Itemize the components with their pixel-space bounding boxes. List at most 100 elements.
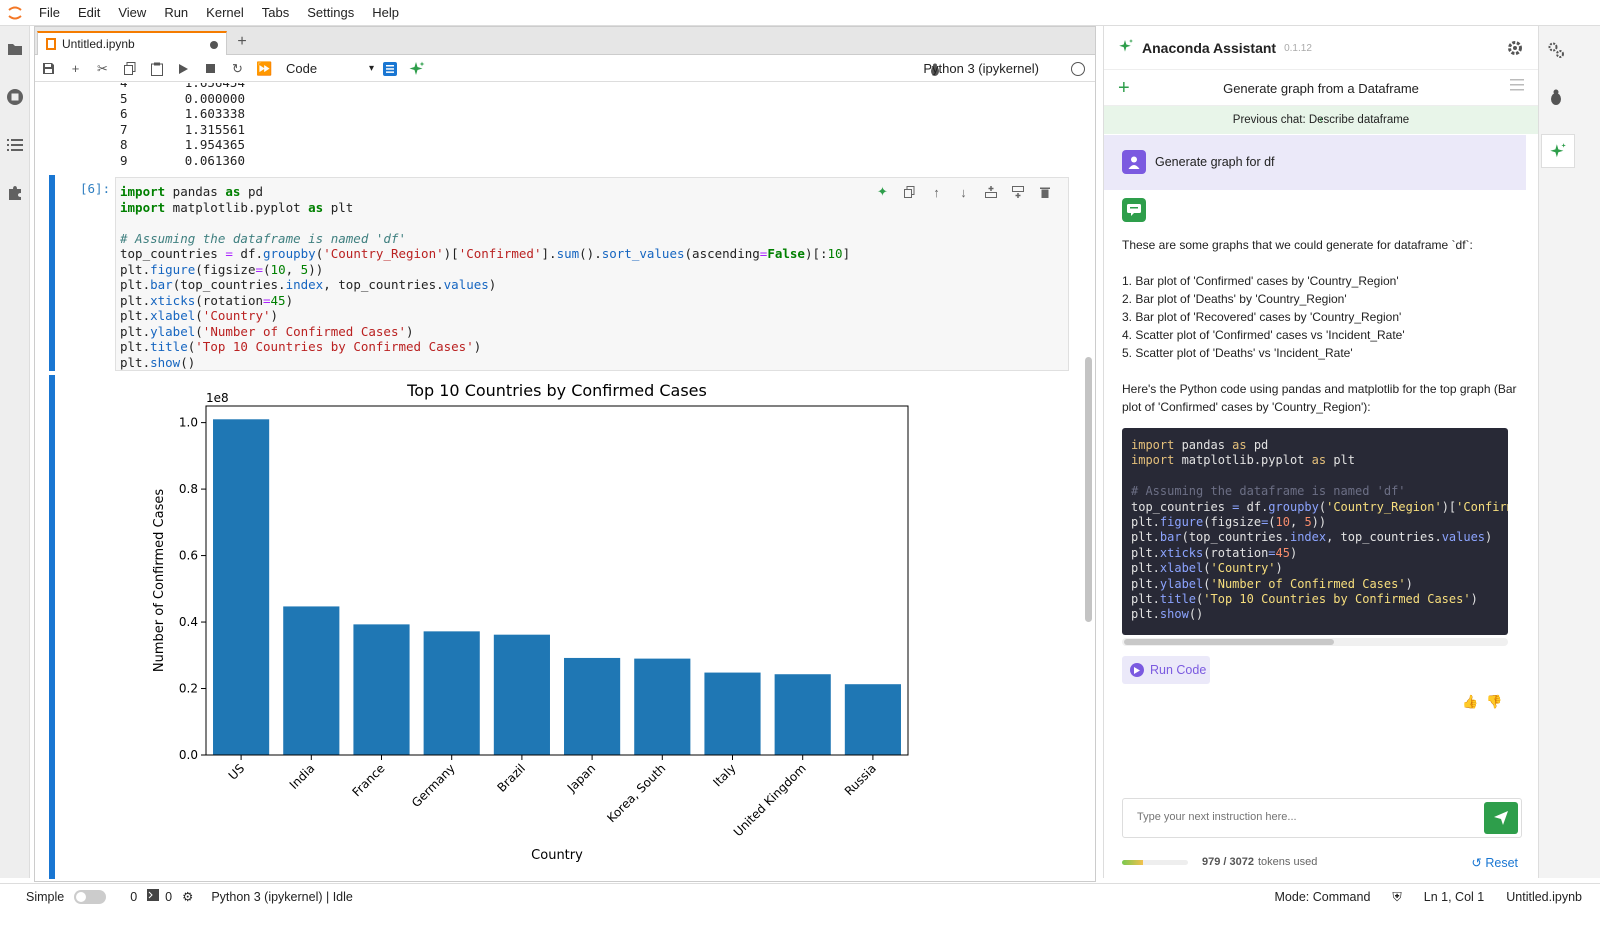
- output-value: 0.000000: [184, 90, 245, 106]
- shield-icon[interactable]: ⛨: [1392, 890, 1402, 904]
- chat-menu-icon[interactable]: [1510, 79, 1524, 93]
- run-all-icon[interactable]: ⏩: [256, 60, 273, 76]
- code-intro: Here's the Python code using pandas and …: [1122, 382, 1517, 414]
- mode-indicator: Mode: Command: [1274, 890, 1371, 904]
- insert-above-icon[interactable]: [977, 184, 1004, 200]
- table-of-contents-icon[interactable]: [6, 136, 24, 154]
- save-icon[interactable]: [35, 57, 62, 81]
- notebook-toolbar: + ✂ ↻ ⏩ Code ▾ Python 3 (ipykernel): [35, 56, 1095, 82]
- property-inspector-gears-icon[interactable]: [1545, 39, 1567, 61]
- menu-kernel[interactable]: Kernel: [206, 5, 244, 20]
- extension-puzzle-icon[interactable]: [6, 184, 24, 202]
- menu-file[interactable]: File: [39, 5, 60, 20]
- code-cell-source[interactable]: import pandas as pd import matplotlib.py…: [120, 184, 851, 370]
- cell-type-value: Code: [286, 61, 318, 76]
- notebook-scrollbar[interactable]: [1085, 357, 1092, 622]
- run-code-button[interactable]: Run Code: [1122, 656, 1210, 684]
- output-row: 6 1.603338: [120, 106, 300, 122]
- token-label: tokens used: [1258, 856, 1318, 868]
- running-sessions-icon[interactable]: [6, 88, 24, 106]
- paste-icon[interactable]: [143, 57, 170, 81]
- output-row: 5 0.000000: [120, 91, 300, 107]
- assistant-sparkle-tab-icon[interactable]: [1541, 134, 1575, 168]
- y-tick-label: 1.0: [179, 416, 198, 430]
- move-up-icon[interactable]: ↑: [933, 184, 940, 200]
- reset-label: Reset: [1485, 856, 1518, 870]
- menu-run[interactable]: Run: [164, 5, 189, 20]
- menu-tabs[interactable]: Tabs: [261, 5, 290, 20]
- x-tick-label: US: [226, 761, 248, 783]
- x-tick-label: Korea, South: [604, 761, 668, 825]
- kernel-name[interactable]: Python 3 (ipykernel): [923, 61, 1039, 76]
- assistant-code-block[interactable]: import pandas as pd import matplotlib.py…: [1122, 428, 1508, 635]
- back-chevron-icon[interactable]: ‹: [1319, 114, 1323, 126]
- output-value: 1.315561: [184, 121, 245, 137]
- output-value: 1.954365: [184, 137, 245, 152]
- insert-below-icon[interactable]: [1004, 184, 1031, 200]
- suggestion-item: 2. Bar plot of 'Deaths' by 'Country_Regi…: [1122, 292, 1347, 306]
- reset-button[interactable]: ↺ Reset: [1471, 855, 1518, 870]
- user-avatar-icon: [1122, 150, 1146, 174]
- duplicate-cell-icon[interactable]: [896, 184, 923, 200]
- cell-type-dropdown[interactable]: Code ▾: [286, 61, 374, 76]
- menu-help[interactable]: Help: [372, 5, 399, 20]
- copy-icon[interactable]: [116, 57, 143, 81]
- output-cell-indicator: [49, 375, 55, 879]
- cursor-position[interactable]: Ln 1, Col 1: [1423, 890, 1485, 904]
- tab-bar: Untitled.ipynb +: [35, 27, 1095, 55]
- move-down-icon[interactable]: ↓: [960, 184, 967, 200]
- delete-cell-icon[interactable]: [1031, 184, 1058, 200]
- settings-gear-icon[interactable]: [1506, 39, 1524, 57]
- status-bar: Simple 0 0 ⚙ Python 3 (ipykernel) | Idle…: [0, 883, 1600, 909]
- notebook-tab[interactable]: Untitled.ipynb: [37, 31, 227, 55]
- tab-title: Untitled.ipynb: [62, 37, 135, 51]
- new-tab-button[interactable]: +: [237, 33, 247, 50]
- folder-icon[interactable]: [6, 40, 24, 58]
- new-chat-button[interactable]: +: [1118, 77, 1130, 99]
- simple-mode-toggle[interactable]: [74, 889, 107, 904]
- notebook-panel: Untitled.ipynb + + ✂ ↻ ⏩ Code ▾ Python 3…: [34, 26, 1096, 882]
- assistant-title: Anaconda Assistant: [1142, 39, 1277, 56]
- debugger-icon[interactable]: [1545, 86, 1567, 108]
- suggestion-item: 3. Bar plot of 'Recovered' cases by 'Cou…: [1122, 310, 1402, 324]
- suggestion-list: 1. Bar plot of 'Confirmed' cases by 'Cou…: [1122, 272, 1522, 362]
- chart-bar: [704, 672, 761, 755]
- thumbs-down-icon[interactable]: 👎: [1486, 694, 1503, 709]
- output-index: 5: [120, 90, 128, 106]
- notebook-format-icon[interactable]: [376, 57, 403, 81]
- previous-chat-bar[interactable]: ‹ Previous chat: Describe dataframe: [1104, 106, 1538, 134]
- status-right: Mode: Command ⛨ Ln 1, Col 1 Untitled.ipy…: [1275, 890, 1582, 905]
- menu-edit[interactable]: Edit: [77, 5, 101, 20]
- code-horizontal-scrollbar[interactable]: [1122, 638, 1508, 646]
- terminal-icon[interactable]: [147, 889, 160, 904]
- debugger-bug-icon[interactable]: [927, 61, 943, 77]
- menu-view[interactable]: View: [118, 5, 147, 20]
- instruction-input[interactable]: [1137, 811, 1467, 823]
- output-index: 4: [120, 83, 160, 91]
- menu-settings[interactable]: Settings: [307, 5, 355, 20]
- send-button[interactable]: [1484, 802, 1518, 834]
- y-tick-label: 0.8: [179, 482, 198, 496]
- assistant-sparkle-icon[interactable]: [403, 57, 430, 81]
- chart-bar: [423, 631, 480, 755]
- token-count: 979 / 3072: [1202, 856, 1254, 868]
- restart-icon[interactable]: ↻: [232, 60, 243, 76]
- insert-cell-icon[interactable]: +: [71, 61, 80, 76]
- y-tick-label: 0.0: [179, 748, 198, 762]
- cell-assistant-sparkle-icon[interactable]: ✦: [877, 184, 888, 199]
- x-tick-label: Russia: [842, 761, 879, 798]
- stop-icon[interactable]: [197, 57, 224, 81]
- thumbs-up-icon[interactable]: 👍: [1462, 694, 1479, 709]
- kernel-gear-icon[interactable]: ⚙: [182, 890, 194, 904]
- cut-icon[interactable]: ✂: [97, 60, 108, 76]
- active-cell-indicator: [49, 175, 55, 371]
- code-cell-editor[interactable]: import pandas as pd import matplotlib.py…: [115, 177, 1069, 371]
- simple-mode-label: Simple: [26, 889, 65, 904]
- run-icon[interactable]: [170, 57, 197, 81]
- execution-count: [6]:: [80, 181, 111, 196]
- notebook-file-icon: [46, 38, 56, 50]
- unsaved-dot-icon[interactable]: [210, 41, 218, 49]
- menu-bar: File Edit View Run Kernel Tabs Settings …: [0, 0, 1600, 26]
- scrollbar-thumb[interactable]: [1124, 639, 1334, 645]
- kernel-status-text[interactable]: Python 3 (ipykernel) | Idle: [211, 889, 353, 904]
